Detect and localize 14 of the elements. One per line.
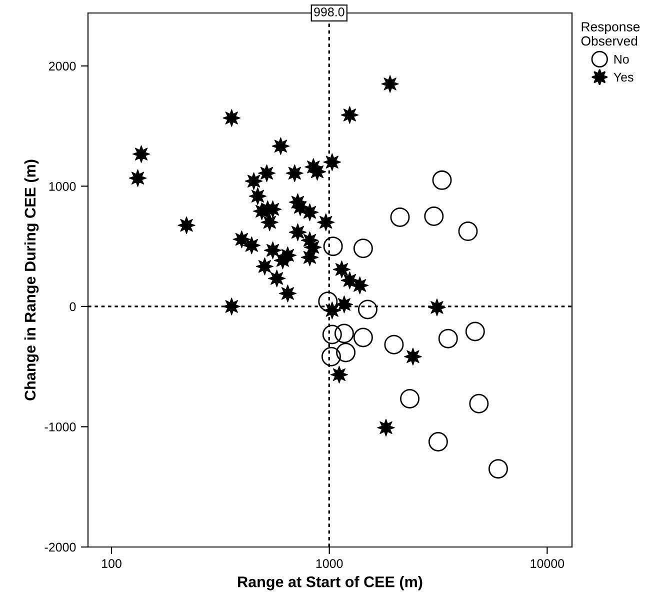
legend-label: Yes — [614, 72, 634, 82]
y-axis-title: Change in Range During CEE (m) — [24, 160, 39, 400]
legend-title: Response Observed — [581, 22, 640, 46]
ref-line-label: 998.0 — [314, 8, 344, 16]
y-tick-label: -1000 — [44, 422, 76, 432]
y-tick-label: 2000 — [49, 62, 76, 71]
y-tick-label: 1000 — [49, 182, 76, 191]
x-axis-title: Range at Start of CEE (m) — [238, 576, 422, 590]
x-tick-label: 100 — [102, 559, 122, 568]
y-tick-label: -2000 — [44, 542, 76, 552]
x-tick-label: 1000 — [316, 559, 343, 568]
legend-label: No — [614, 54, 629, 64]
y-tick-label: 0 — [70, 302, 76, 312]
x-tick-label: 10000 — [530, 559, 564, 568]
